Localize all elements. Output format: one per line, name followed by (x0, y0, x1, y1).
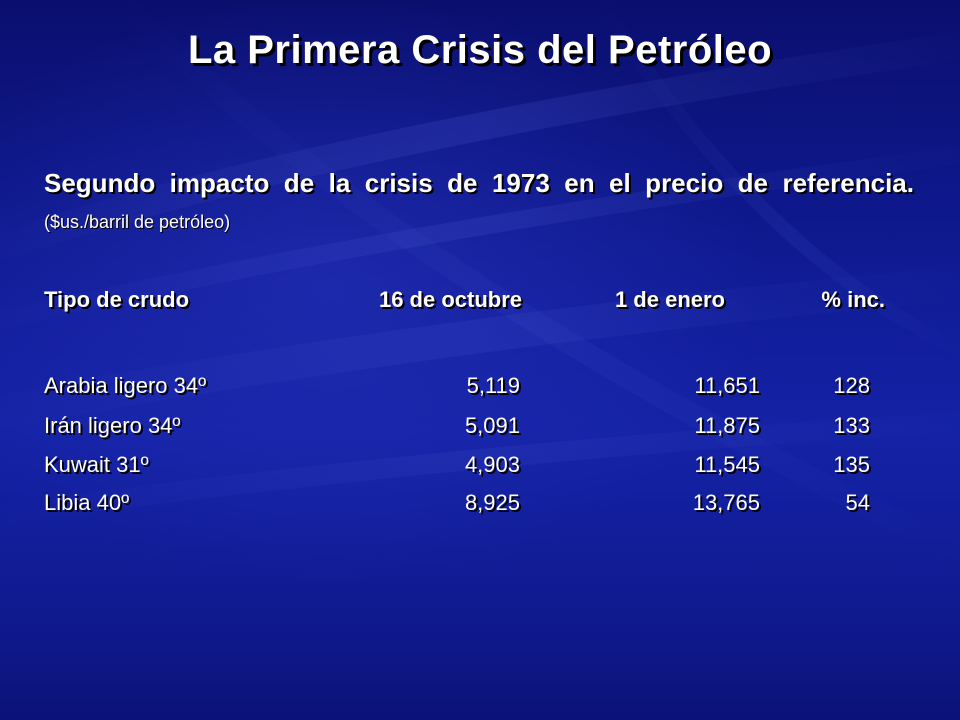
slide-title: La Primera Crisis del Petróleo (187, 28, 773, 72)
subtitle-main: Segundo impacto de la crisis de 1973 en … (44, 168, 914, 198)
row-jan-1-price: 13,765 (692, 490, 760, 515)
row-crude-type: Kuwait 31º (44, 452, 149, 477)
row-oct-16-price: 5,119 (466, 373, 520, 398)
row-pct-increase: 54 (845, 490, 870, 515)
row-crude-type: Arabia ligero 34º (44, 373, 207, 398)
subtitle-unit: ($us./barril de petróleo) (44, 212, 231, 232)
row-jan-1-price: 11,875 (694, 413, 760, 438)
row-crude-type: Libia 40º (44, 490, 130, 515)
row-oct-16-price: 4,903 (464, 452, 520, 477)
slide-subtitle: Segundo impacto de la crisis de 1973 en … (44, 165, 914, 240)
header-crude-type: Tipo de crudo (44, 287, 190, 312)
row-oct-16-price: 5,091 (464, 413, 520, 438)
row-jan-1-price: 11,651 (694, 373, 760, 398)
header-jan-1: 1 de enero (614, 287, 725, 312)
header-oct-16: 16 de octubre (378, 287, 522, 312)
table-row: Kuwait 31º 4,903 11,545 135 (0, 452, 960, 484)
header-pct-increase: % inc. (821, 287, 885, 312)
row-pct-increase: 128 (833, 373, 870, 398)
table-header-row: Tipo de crudo 16 de octubre 1 de enero %… (0, 287, 960, 319)
row-crude-type: Irán ligero 34º (44, 413, 181, 438)
row-pct-increase: 135 (833, 452, 870, 477)
table-row: Arabia ligero 34º 5,119 11,651 128 (0, 373, 960, 405)
row-jan-1-price: 11,545 (694, 452, 760, 477)
table-row: Libia 40º 8,925 13,765 54 (0, 490, 960, 522)
row-pct-increase: 133 (833, 413, 870, 438)
row-oct-16-price: 8,925 (464, 490, 520, 515)
table-row: Irán ligero 34º 5,091 11,875 133 (0, 413, 960, 445)
